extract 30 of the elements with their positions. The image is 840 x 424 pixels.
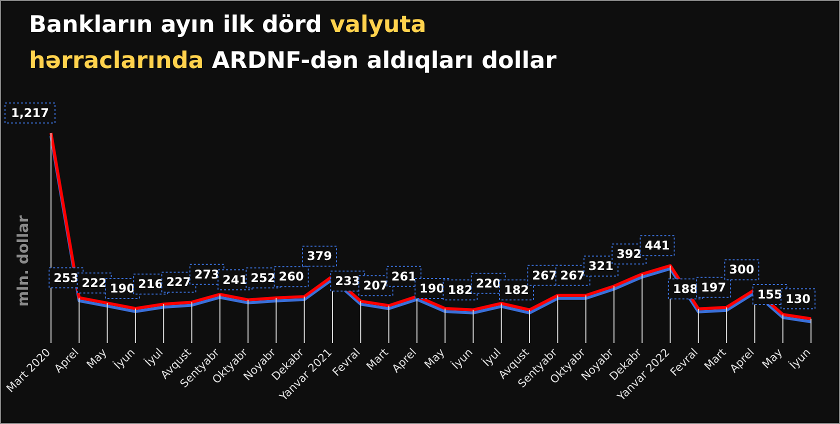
y-axis-title: mln. dollar: [14, 215, 32, 307]
data-label: 321: [588, 259, 614, 274]
data-label: 252: [250, 270, 276, 285]
data-label: 222: [82, 276, 107, 290]
data-label: 267: [560, 268, 586, 282]
data-label: 182: [448, 282, 473, 297]
data-label: 216: [138, 277, 164, 292]
data-label: 220: [476, 276, 501, 290]
data-label: 267: [532, 268, 558, 282]
data-label: 207: [363, 278, 388, 293]
data-label: 441: [644, 238, 670, 253]
data-label: 182: [504, 282, 530, 297]
chart-title: Bankların ayın ilk dörd valyuta hərraclarında ARDNF-dən aldıqları dollar: [29, 12, 556, 74]
data-label: 261: [391, 269, 416, 284]
data-label: 273: [194, 267, 220, 282]
data-label: 1,217: [11, 106, 49, 120]
data-label: 130: [785, 292, 811, 306]
data-label: 379: [306, 249, 332, 264]
data-label: 197: [701, 280, 726, 294]
data-label: 227: [166, 275, 192, 290]
data-label: 260: [278, 270, 304, 284]
data-label: 155: [757, 288, 782, 302]
data-label: 233: [335, 274, 360, 288]
data-label: 253: [54, 270, 79, 285]
data-label: 241: [222, 272, 248, 287]
data-label: 190: [420, 282, 445, 296]
data-label: 190: [110, 282, 135, 296]
data-label: 392: [616, 247, 642, 261]
data-label: 188: [672, 282, 698, 296]
data-label: 300: [729, 262, 754, 277]
